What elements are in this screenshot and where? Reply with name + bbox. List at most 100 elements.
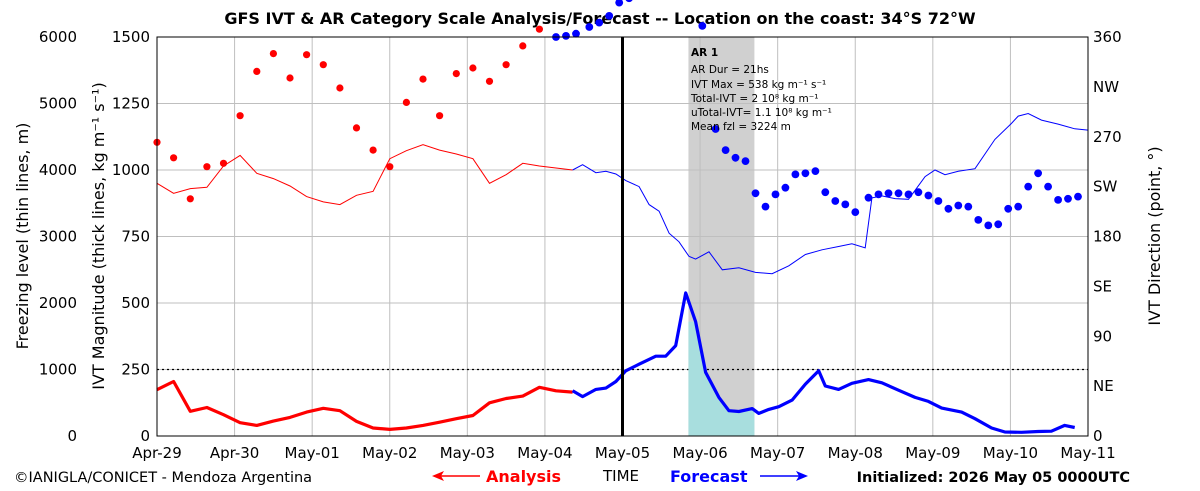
ivt-tick-label: 750 <box>121 228 150 246</box>
ivt-analysis-line <box>156 379 573 431</box>
direction-point <box>741 157 750 166</box>
direction-point <box>801 169 810 178</box>
direction-point <box>203 163 211 171</box>
x-tick-label: May-05 <box>595 444 650 462</box>
plot-frame <box>156 36 1089 437</box>
direction-point <box>964 202 973 211</box>
direction-point <box>944 204 953 213</box>
direction-point <box>831 197 840 205</box>
fzl-tick-label: 4000 <box>39 161 77 179</box>
direction-point <box>236 112 244 120</box>
direction-tick-label: 360 <box>1093 28 1122 46</box>
direction-tick-label: 180 <box>1093 228 1122 246</box>
direction-point <box>469 64 477 72</box>
fzl-tick-label: 6000 <box>39 28 77 46</box>
direction-point <box>904 190 913 199</box>
direction-point <box>1014 202 1023 211</box>
x-tick-label: May-02 <box>362 444 417 462</box>
direction-point <box>419 75 427 83</box>
x-tick-label: May-06 <box>672 444 727 462</box>
direction-tick-label: 270 <box>1093 128 1122 146</box>
fzl-forecast-line <box>572 112 1089 275</box>
direction-point <box>934 197 943 205</box>
ar-ivt-fill <box>688 321 755 436</box>
ivt-tick-label: 1500 <box>112 28 150 46</box>
direction-point <box>994 220 1003 229</box>
time-label: TIME <box>602 467 639 485</box>
fzl-tick-label: 1000 <box>39 361 77 379</box>
ar-box-line: uTotal-IVT= 1.1 10⁸ kg m⁻¹ <box>691 107 832 119</box>
ivt-forecast-line <box>571 291 1076 434</box>
fzl-tick-label: 5000 <box>39 95 77 113</box>
direction-point <box>219 159 228 167</box>
direction-point <box>731 153 740 162</box>
direction-tick-label: 90 <box>1093 327 1112 345</box>
direction-point <box>615 0 624 7</box>
direction-point <box>336 84 344 92</box>
direction-tick-label: 0 <box>1093 427 1103 445</box>
direction-tick-label: SW <box>1093 178 1118 196</box>
direction-point <box>924 191 933 200</box>
direction-forecast-points <box>552 0 1082 230</box>
ar-box-title: AR 1 <box>691 47 718 59</box>
direction-point <box>535 25 544 33</box>
direction-point <box>1044 182 1052 191</box>
direction-point <box>1024 182 1033 191</box>
direction-point <box>771 190 780 199</box>
x-tick-label: May-04 <box>517 444 572 462</box>
ar-box-line: Total-IVT = 2 10⁸ kg m⁻¹ <box>690 93 818 105</box>
fzl-tick-label: 2000 <box>39 294 77 312</box>
analysis-label: Analysis <box>486 467 561 486</box>
direction-tick-label: SE <box>1093 277 1112 295</box>
direction-point <box>452 70 460 78</box>
direction-point <box>711 125 720 133</box>
direction-point <box>1064 194 1072 203</box>
direction-tick-label: NW <box>1093 78 1119 96</box>
ar-box-line: AR Dur = 21hs <box>691 64 769 76</box>
direction-point <box>402 98 410 106</box>
direction-tick-label: NE <box>1093 377 1114 395</box>
ivt-tick-label: 1250 <box>112 95 150 113</box>
direction-point <box>595 18 604 27</box>
direction-point <box>436 112 444 120</box>
x-tick-label: May-11 <box>1060 444 1115 462</box>
ar-info-box: AR 1 AR Dur = 21hs IVT Max = 538 kg m⁻¹ … <box>690 47 832 133</box>
direction-point <box>851 208 860 217</box>
direction-point <box>1054 196 1062 204</box>
ar-box-line: IVT Max = 538 kg m⁻¹ s⁻¹ <box>691 79 826 91</box>
direction-point <box>954 201 963 210</box>
direction-point <box>974 216 983 224</box>
direction-point <box>864 193 873 202</box>
direction-point <box>485 77 494 85</box>
x-tick-label: May-10 <box>983 444 1038 462</box>
direction-point <box>1074 192 1082 201</box>
direction-point <box>761 202 770 211</box>
direction-point <box>186 195 194 203</box>
direction-point <box>698 22 707 30</box>
direction-point <box>352 124 361 132</box>
direction-point <box>625 0 633 3</box>
fzl-tick-label: 3000 <box>39 228 77 246</box>
direction-point <box>914 188 923 197</box>
direction-point <box>502 61 510 69</box>
x-tick-label: Apr-29 <box>132 444 182 462</box>
direction-point <box>1004 204 1013 213</box>
ivt-tick-label: 250 <box>121 361 150 379</box>
direction-point <box>781 183 790 192</box>
direction-point <box>286 74 294 82</box>
chart-title: GFS IVT & AR Category Scale Analysis/For… <box>224 9 976 28</box>
fzl-analysis-line <box>156 144 573 206</box>
ivt-axis-label: IVT Magnitude (thick lines, kg m⁻¹ s⁻¹) <box>89 82 108 389</box>
direction-point <box>386 163 394 171</box>
credit-text: ©IANIGLA/CONICET - Mendoza Argentina <box>14 470 312 486</box>
direction-point <box>319 61 327 69</box>
ivt-tick-label: 0 <box>140 427 150 445</box>
direction-point <box>1034 169 1042 178</box>
fzl-axis-label: Freezing level (thin lines, m) <box>13 123 32 350</box>
x-tick-label: Apr-30 <box>210 444 260 462</box>
direction-axis-label: IVT Direction (point, °) <box>1145 146 1164 325</box>
forecast-label: Forecast <box>670 467 748 486</box>
direction-point <box>894 189 903 198</box>
plot-area <box>153 0 1089 437</box>
analysis-arrow <box>432 471 480 481</box>
